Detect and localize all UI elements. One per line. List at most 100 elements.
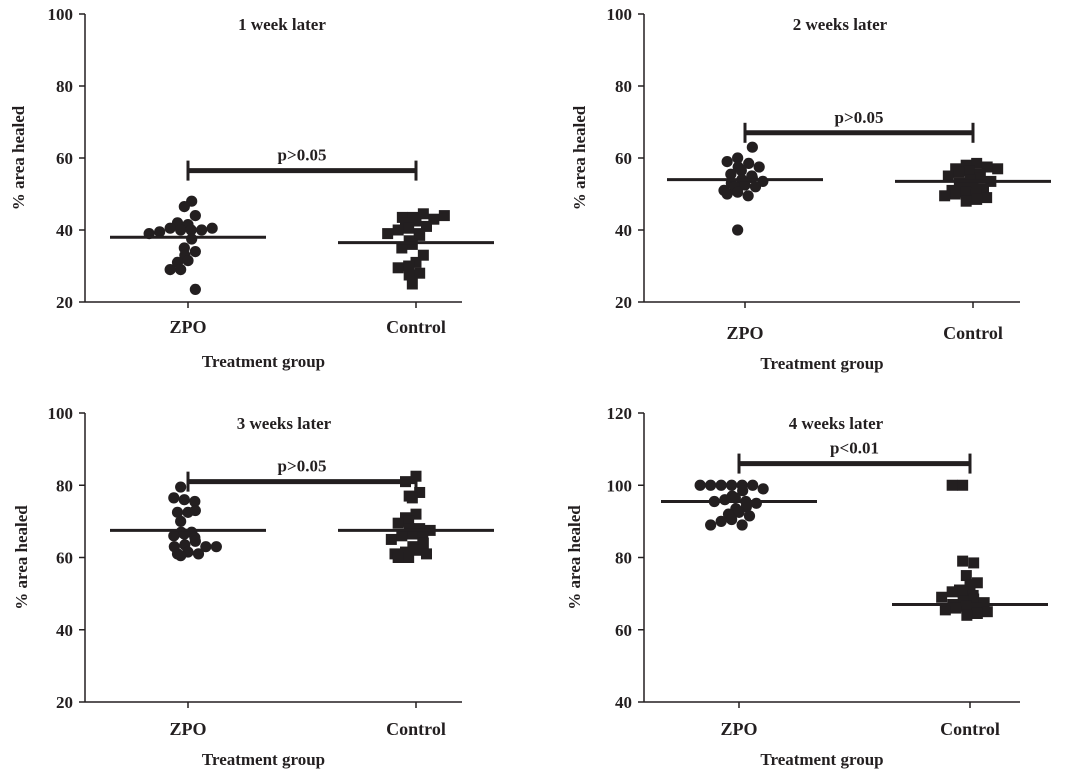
data-point-square — [392, 262, 404, 274]
x-category-label: ZPO — [726, 323, 763, 343]
data-point-square — [957, 555, 969, 567]
data-point-square — [406, 238, 418, 250]
significance-label: p>0.05 — [835, 108, 884, 127]
data-point-circle — [175, 550, 187, 562]
x-category-label: Control — [386, 317, 446, 337]
data-point-square — [971, 577, 983, 589]
data-point-circle — [737, 485, 749, 497]
y-axis-title: % area healed — [570, 105, 589, 210]
data-point-circle — [694, 479, 706, 491]
data-point-square — [410, 508, 422, 520]
data-point-square — [960, 570, 972, 582]
x-category-label: Control — [940, 719, 1000, 739]
data-point-circle — [196, 224, 208, 236]
data-point-square — [406, 528, 418, 540]
y-axis-title: % area healed — [9, 105, 28, 210]
data-point-square — [978, 597, 990, 609]
y-tick-label: 60 — [56, 149, 73, 168]
data-point-square — [406, 278, 418, 290]
data-point-square — [960, 186, 972, 198]
data-point-circle — [753, 161, 765, 173]
data-point-circle — [178, 494, 190, 506]
data-point-square — [417, 537, 429, 549]
y-tick-label: 20 — [56, 693, 73, 712]
y-tick-label: 40 — [56, 221, 73, 240]
data-point-circle — [185, 224, 197, 236]
data-point-circle — [164, 222, 176, 234]
y-tick-label: 120 — [607, 404, 633, 423]
y-tick-label: 80 — [56, 476, 73, 495]
data-point-square — [403, 552, 415, 563]
data-point-square — [396, 242, 408, 254]
data-point-square — [942, 170, 954, 182]
significance-label: p<0.01 — [830, 439, 879, 458]
data-point-circle — [743, 510, 756, 522]
data-point-square — [403, 269, 415, 281]
data-point-square — [939, 190, 951, 202]
data-point-square — [992, 163, 1004, 175]
data-point-circle — [175, 515, 187, 527]
y-tick-label: 80 — [615, 77, 632, 96]
y-axis-title: % area healed — [12, 505, 31, 610]
data-point-circle — [743, 157, 755, 169]
data-point-square — [957, 479, 969, 491]
data-point-square — [392, 224, 404, 236]
y-tick-label: 40 — [615, 693, 632, 712]
data-point-circle — [189, 283, 201, 295]
data-point-square — [385, 533, 397, 545]
y-tick-label: 60 — [56, 549, 73, 568]
significance-label: p>0.05 — [278, 146, 327, 165]
x-category-label: ZPO — [169, 317, 206, 337]
data-point-circle — [725, 168, 737, 180]
data-point-square — [968, 593, 980, 605]
chart-panel-3: 20 40 60 80 100 ZPO Control 3 weeks later Treatm… — [12, 404, 494, 769]
data-point-circle — [742, 190, 754, 202]
data-point-square — [406, 492, 418, 504]
data-point-circle — [746, 141, 758, 153]
data-point-square — [963, 165, 975, 177]
data-point-square — [968, 557, 980, 569]
data-point-circle — [206, 222, 218, 234]
data-point-square — [403, 515, 415, 527]
y-tick-label: 40 — [615, 221, 632, 240]
data-point-circle — [736, 519, 748, 531]
chart-title: 2 weeks later — [793, 15, 888, 34]
data-point-square — [403, 260, 415, 272]
data-point-circle — [186, 233, 198, 245]
chart-title: 1 week later — [238, 15, 326, 34]
data-point-square — [946, 479, 958, 491]
data-point-square — [414, 486, 426, 498]
data-point-square — [438, 210, 450, 222]
x-category-label: ZPO — [169, 719, 206, 739]
data-point-square — [392, 552, 404, 563]
data-point-circle — [726, 513, 738, 526]
data-point-circle — [750, 497, 762, 509]
x-axis-title: Treatment group — [202, 750, 325, 769]
data-point-circle — [735, 165, 747, 177]
data-point-square — [396, 530, 408, 542]
data-point-circle — [164, 264, 176, 276]
data-point-square — [960, 195, 972, 207]
data-point-circle — [747, 479, 759, 491]
data-point-square — [949, 188, 961, 200]
data-point-square — [960, 600, 972, 612]
data-point-circle — [178, 201, 190, 213]
data-point-circle — [721, 156, 733, 168]
y-tick-label: 80 — [615, 549, 632, 568]
x-category-label: Control — [943, 323, 1003, 343]
data-point-square — [392, 517, 404, 529]
data-point-circle — [733, 506, 745, 518]
significance-label: p>0.05 — [278, 457, 327, 476]
data-point-circle — [175, 481, 187, 493]
data-point-circle — [175, 264, 187, 276]
data-point-square — [939, 604, 951, 616]
y-tick-label: 100 — [48, 404, 74, 423]
data-point-square — [971, 193, 983, 205]
data-point-square — [414, 523, 426, 535]
data-point-circle — [719, 494, 731, 506]
data-point-circle — [715, 479, 727, 491]
chart-title: 3 weeks later — [237, 414, 332, 433]
data-point-square — [971, 157, 983, 169]
y-tick-label: 80 — [56, 77, 73, 96]
